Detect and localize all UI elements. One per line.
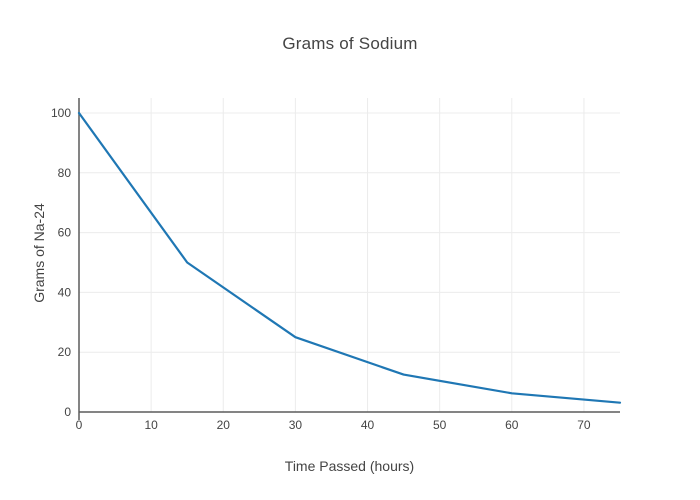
y-tick-label: 100 [51,106,71,120]
y-tick-label: 0 [64,405,71,419]
x-tick-label: 50 [433,418,447,432]
tick-labels-group: 0 10 20 30 40 50 60 70 0 20 40 60 80 100 [51,106,591,432]
x-tick-label: 20 [217,418,231,432]
series-group [77,111,622,404]
y-tick-label: 20 [58,345,72,359]
axes-group [78,98,620,420]
data-line [77,111,622,404]
x-tick-label: 60 [505,418,519,432]
x-axis-title: Time Passed (hours) [284,458,415,474]
x-tick-label: 40 [361,418,375,432]
x-tick-label: 10 [144,418,158,432]
gridlines-group [79,98,620,412]
x-tick-label: 0 [76,418,83,432]
x-tick-label: 30 [289,418,303,432]
y-tick-label: 60 [58,226,72,240]
y-axis-title: Grams of Na-24 [31,203,47,303]
x-tick-label: 70 [577,418,591,432]
y-tick-label: 80 [58,166,72,180]
y-tick-label: 40 [58,285,72,299]
chart-title: Grams of Sodium [282,34,418,53]
